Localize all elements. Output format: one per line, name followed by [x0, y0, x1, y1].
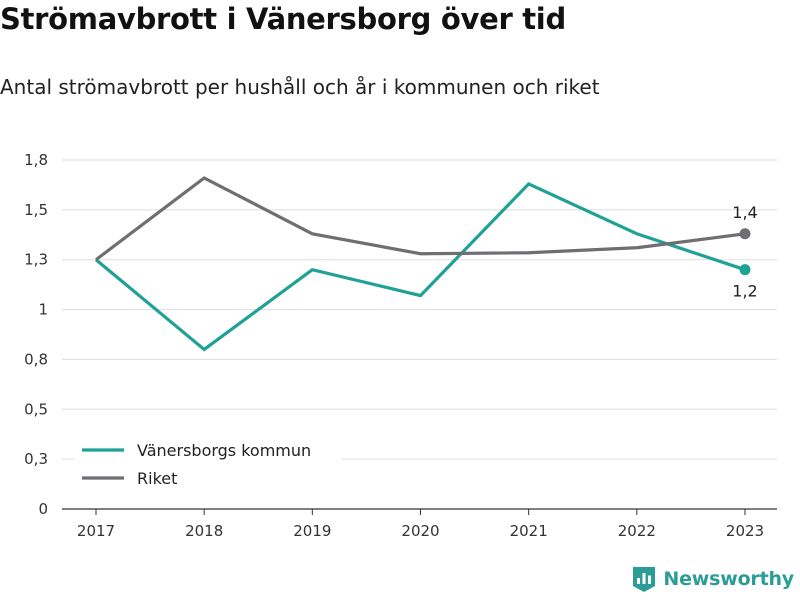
y-tick-label: 1: [38, 301, 48, 319]
bar-chart-logo-icon: [633, 567, 656, 592]
y-tick-label: 0,8: [24, 350, 48, 368]
gridlines: [62, 159, 777, 510]
y-tick-label: 0,5: [24, 400, 48, 418]
end-value-label: 1,2: [732, 282, 757, 301]
y-tick-label: 0: [38, 500, 48, 518]
series-lines: [94, 176, 751, 352]
x-tick-label: 2017: [77, 522, 115, 540]
x-tick-label: 2018: [185, 522, 223, 540]
end-value-label: 1,4: [732, 203, 757, 222]
legend-background: [74, 437, 342, 493]
x-axis: 2017 2018 2019 2020 2021 2022 2023: [77, 509, 764, 540]
legend: Vänersborgs kommun Riket: [74, 437, 342, 493]
x-tick-label: 2020: [401, 522, 439, 540]
brand-name: Newsworthy: [663, 568, 794, 590]
x-tick-label: 2021: [510, 522, 548, 540]
brand-logo[interactable]: Newsworthy: [631, 564, 794, 594]
chart-title: Strömavbrott i Vänersborg över tid: [0, 2, 566, 36]
x-tick-label: 2022: [618, 522, 656, 540]
end-labels: 1,2 1,4: [732, 203, 757, 301]
y-tick-label: 1,8: [24, 151, 48, 169]
chart-subtitle: Antal strömavbrott per hushåll och år i …: [0, 75, 600, 99]
y-tick-label: 1,3: [24, 251, 48, 269]
x-tick-label: 2019: [293, 522, 331, 540]
y-tick-label: 1,5: [24, 201, 48, 219]
legend-label: Vänersborgs kommun: [137, 441, 311, 460]
y-tick-label: 0,3: [24, 450, 48, 468]
y-axis: 0 0,3 0,5 0,8 1 1,3 1,5 1,8: [24, 151, 48, 518]
x-tick-label: 2023: [726, 522, 764, 540]
legend-label: Riket: [137, 469, 177, 488]
series-line-riket: [95, 176, 746, 261]
end-point-riket: [739, 228, 751, 240]
series-line-vanersborg: [94, 182, 746, 352]
end-point-vanersborg: [739, 264, 751, 276]
